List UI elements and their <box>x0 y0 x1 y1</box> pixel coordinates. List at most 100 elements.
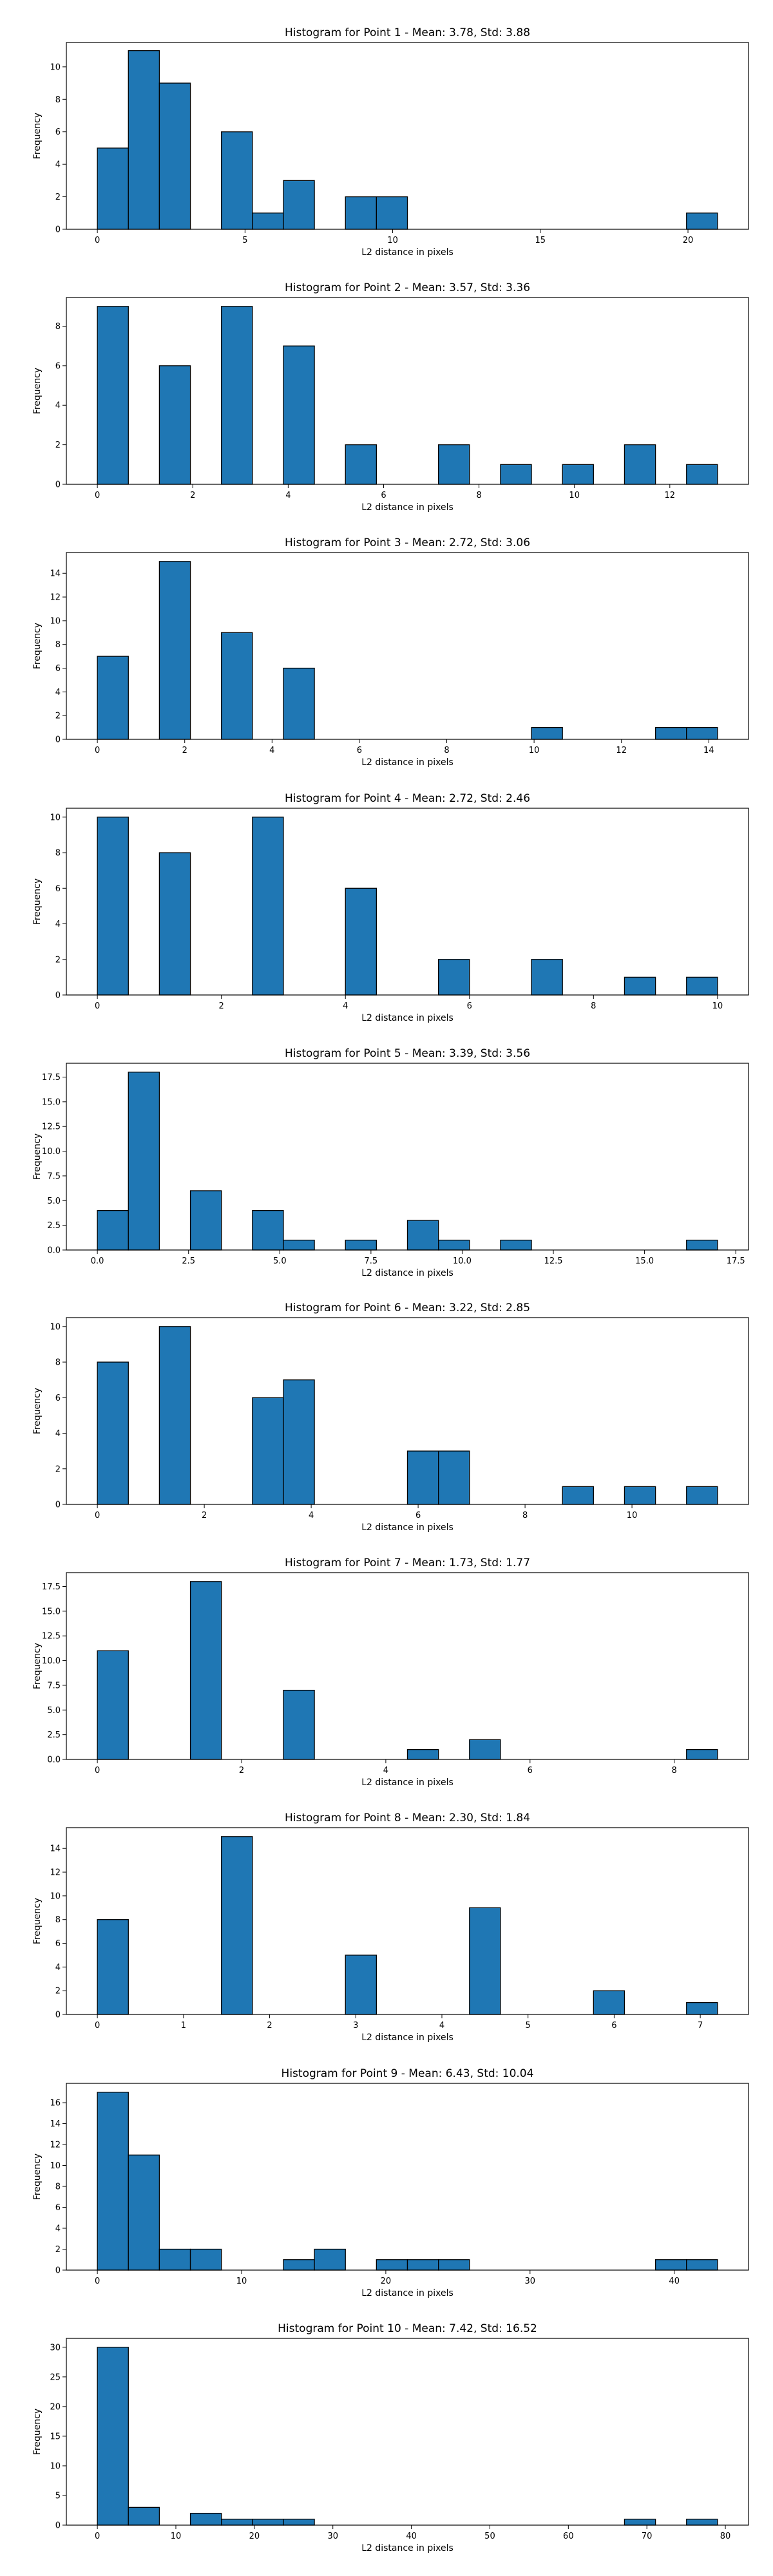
x-tick-label: 80 <box>720 2532 731 2541</box>
x-tick-label: 0 <box>95 2021 100 2031</box>
x-tick-label: 4 <box>285 491 291 500</box>
y-tick-label: 2.5 <box>47 1221 61 1231</box>
x-tick-label: 0 <box>95 1766 100 1776</box>
y-tick-label: 4 <box>55 1429 61 1439</box>
x-tick-label: 4 <box>309 1511 314 1520</box>
y-tick-label: 10 <box>50 62 61 72</box>
histogram-bar <box>283 667 315 740</box>
x-tick-label: 6 <box>357 746 362 755</box>
x-tick-label: 12 <box>665 491 676 500</box>
histogram-bar <box>345 887 377 996</box>
y-tick-label: 15.0 <box>42 1607 61 1616</box>
y-tick-label: 0 <box>55 2521 61 2531</box>
axes-frame <box>66 1317 749 1505</box>
x-tick-label: 0 <box>95 1511 100 1520</box>
axes-frame <box>66 42 749 230</box>
y-axis-label: Frequency <box>32 1133 43 1180</box>
histogram-bar <box>97 1361 129 1505</box>
y-tick-label: 2 <box>55 712 61 721</box>
x-tick-label: 15.0 <box>635 1256 654 1266</box>
chart-title: Histogram for Point 9 - Mean: 6.43, Std:… <box>282 2067 534 2080</box>
x-tick-label: 10 <box>627 1511 638 1520</box>
histogram-bar <box>686 1486 718 1505</box>
histogram-bar <box>128 2154 160 2271</box>
x-axis-label: L2 distance in pixels <box>361 2543 453 2553</box>
x-tick-label: 10.0 <box>453 1256 472 1266</box>
histogram-bar <box>189 2512 222 2526</box>
x-tick-label: 6 <box>381 491 386 500</box>
x-tick-label: 30 <box>327 2532 338 2541</box>
x-tick-label: 2 <box>202 1511 207 1520</box>
histogram-chart-10: Histogram for Point 10 - Mean: 7.42, Std… <box>32 2322 749 2553</box>
x-tick-label: 40 <box>669 2277 680 2286</box>
histogram-bar <box>345 1240 377 1251</box>
y-tick-label: 2.5 <box>47 1730 61 1740</box>
x-tick-label: 0 <box>95 2532 100 2541</box>
y-tick-label: 6 <box>55 2203 61 2213</box>
histogram-chart-3: Histogram for Point 3 - Mean: 2.72, Std:… <box>32 536 749 768</box>
histogram-bar <box>469 1739 501 1760</box>
histogram-bar <box>686 2259 718 2271</box>
x-axis-label: L2 distance in pixels <box>361 502 453 513</box>
y-tick-label: 0 <box>55 1501 61 1510</box>
chart-title: Histogram for Point 5 - Mean: 3.39, Std:… <box>285 1047 530 1060</box>
chart-title: Histogram for Point 6 - Mean: 3.22, Std:… <box>285 1302 530 1314</box>
histogram-bar <box>562 464 594 485</box>
histogram-bar <box>252 1397 284 1505</box>
histogram-bar <box>469 1907 501 2015</box>
histogram-bar <box>500 1240 532 1251</box>
y-tick-label: 14 <box>50 2119 61 2129</box>
histogram-bar <box>97 1209 129 1251</box>
y-tick-label: 15 <box>50 2432 61 2441</box>
x-tick-label: 10 <box>712 1001 723 1011</box>
x-tick-label: 0 <box>95 491 100 500</box>
x-tick-label: 8 <box>476 491 481 500</box>
histogram-bar <box>97 2347 129 2526</box>
histogram-bar <box>345 1955 377 2015</box>
y-tick-label: 14 <box>50 569 61 579</box>
y-tick-label: 0 <box>55 225 61 235</box>
x-tick-label: 4 <box>269 746 274 755</box>
y-tick-label: 30 <box>50 2343 61 2353</box>
x-tick-label: 6 <box>611 2021 616 2031</box>
histogram-bar <box>158 365 191 485</box>
y-tick-label: 12.5 <box>42 1122 61 1132</box>
axes-frame <box>66 1827 749 2015</box>
y-tick-label: 8 <box>55 1358 61 1368</box>
histogram-bar <box>686 1240 718 1251</box>
x-tick-label: 4 <box>383 1766 388 1776</box>
x-tick-label: 8 <box>591 1001 596 1011</box>
histogram-bar <box>406 1749 439 1760</box>
y-tick-label: 10 <box>50 2161 61 2171</box>
y-tick-label: 20 <box>50 2402 61 2412</box>
y-tick-label: 7.5 <box>47 1681 61 1690</box>
histogram-bar <box>97 306 129 485</box>
histogram-bar <box>128 1072 160 1251</box>
x-axis-label: L2 distance in pixels <box>361 1013 453 1023</box>
y-tick-label: 4 <box>55 1963 61 1973</box>
y-tick-label: 10.0 <box>42 1147 61 1157</box>
histogram-bar <box>283 1689 315 1760</box>
chart-title: Histogram for Point 7 - Mean: 1.73, Std:… <box>285 1557 530 1569</box>
histogram-bar <box>686 976 718 996</box>
histogram-bar <box>252 817 284 996</box>
x-tick-label: 15 <box>535 236 546 245</box>
chart-title: Histogram for Point 8 - Mean: 2.30, Std:… <box>285 1812 530 1824</box>
y-tick-label: 4 <box>55 688 61 697</box>
histogram-bar <box>221 306 253 485</box>
histogram-bar <box>189 2248 222 2271</box>
x-tick-label: 60 <box>563 2532 574 2541</box>
histogram-bar <box>624 2519 656 2526</box>
y-tick-label: 6 <box>55 361 61 371</box>
y-tick-label: 6 <box>55 884 61 894</box>
histogram-bar <box>376 196 408 230</box>
chart-title: Histogram for Point 10 - Mean: 7.42, Std… <box>278 2322 537 2335</box>
x-tick-label: 8 <box>672 1766 677 1776</box>
x-tick-label: 5 <box>242 236 247 245</box>
histogram-bar <box>654 2259 687 2271</box>
x-tick-label: 6 <box>528 1766 533 1776</box>
y-tick-label: 8 <box>55 322 61 332</box>
y-tick-label: 6 <box>55 1394 61 1403</box>
histogram-bar <box>283 2259 315 2271</box>
y-tick-label: 8 <box>55 1915 61 1925</box>
